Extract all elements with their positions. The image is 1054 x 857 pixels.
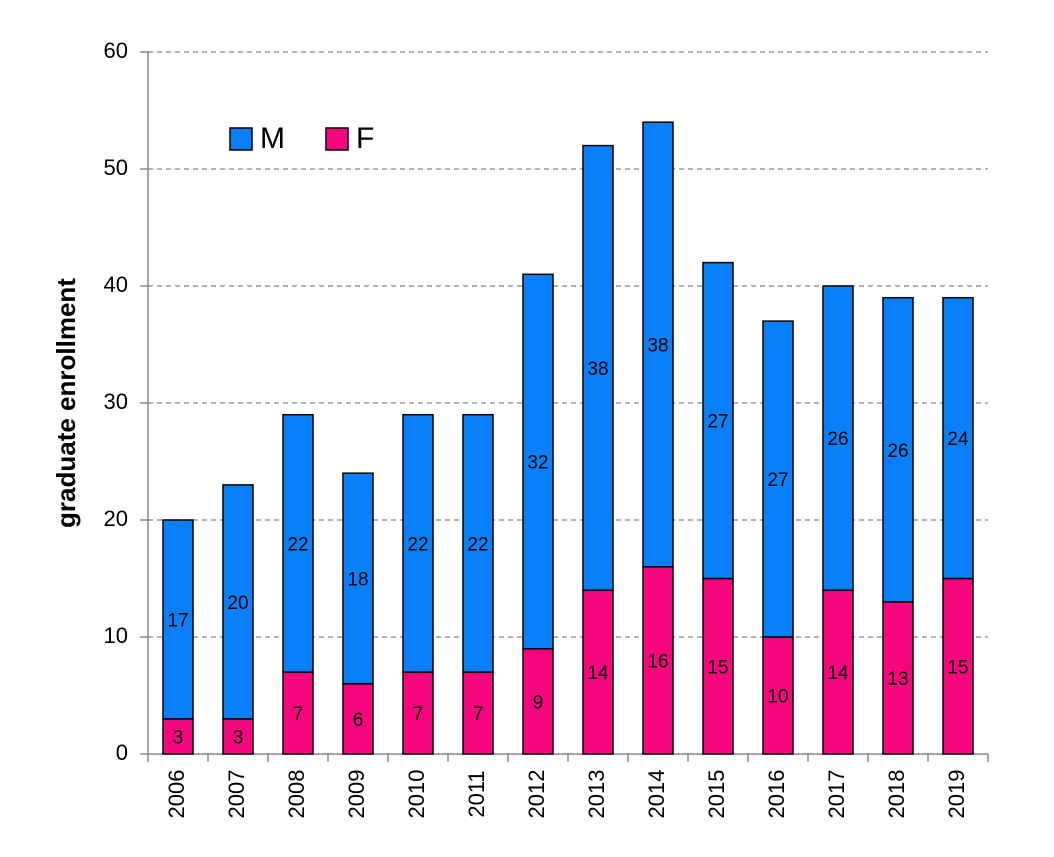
bar-segment	[402, 413, 434, 673]
y-tick-label: 30	[104, 389, 128, 414]
x-tick-label: 2015	[704, 770, 729, 819]
x-tick-label: 2013	[584, 770, 609, 819]
x-tick-label: 2012	[524, 770, 549, 819]
bar-segment	[642, 566, 674, 755]
bar-segment	[702, 261, 734, 580]
bar-segment	[222, 484, 254, 720]
data-label: 9	[533, 692, 544, 713]
data-label: 6	[353, 710, 364, 731]
y-tick-label: 60	[104, 38, 128, 63]
data-label: 7	[413, 704, 424, 725]
data-label: 17	[167, 610, 188, 631]
x-tick-label: 2016	[764, 770, 789, 819]
bar-segment	[942, 296, 974, 580]
legend-swatch	[229, 127, 253, 151]
data-label: 27	[707, 412, 728, 433]
data-label: 32	[527, 453, 548, 474]
bar-segment	[762, 636, 794, 755]
data-label: 20	[227, 593, 248, 614]
x-tick-label: 2009	[344, 770, 369, 819]
legend-label: F	[356, 122, 374, 155]
bar-segment	[822, 285, 854, 591]
y-tick-label: 10	[104, 623, 128, 648]
data-label: 26	[887, 441, 908, 462]
data-label: 3	[173, 727, 184, 748]
data-label: 38	[587, 359, 608, 380]
data-label: 14	[827, 663, 849, 684]
data-label: 15	[707, 657, 728, 678]
bar-segment	[402, 671, 434, 755]
data-label: 10	[767, 687, 788, 708]
data-label: 18	[347, 570, 368, 591]
data-label: 22	[407, 534, 428, 555]
bar-segment	[462, 413, 494, 673]
data-label: 14	[587, 663, 609, 684]
legend-label: M	[260, 122, 285, 155]
data-label: 15	[947, 657, 968, 678]
bar-segment	[162, 519, 194, 720]
data-label: 7	[473, 704, 484, 725]
data-label: 22	[287, 534, 308, 555]
y-axis-label: graduate enrollment	[51, 278, 81, 528]
x-tick-label: 2017	[824, 770, 849, 819]
x-tick-label: 2014	[644, 770, 669, 819]
bar-segment	[162, 718, 194, 755]
bar-segment	[882, 296, 914, 603]
bar-segment	[222, 718, 254, 755]
bar-segment	[522, 273, 554, 650]
bar-segment	[822, 589, 854, 755]
x-tick-label: 2006	[164, 770, 189, 819]
legend-swatch	[325, 127, 349, 151]
x-tick-label: 2018	[884, 770, 909, 819]
bar-segment	[282, 671, 314, 755]
bar-segment	[522, 647, 554, 755]
y-tick-label: 50	[104, 155, 128, 180]
x-tick-label: 2011	[464, 770, 489, 817]
data-label: 13	[887, 669, 908, 690]
data-label: 27	[767, 470, 788, 491]
data-label: 38	[647, 336, 668, 357]
y-tick-label: 0	[116, 740, 128, 765]
bar-segment	[282, 413, 314, 673]
data-label: 7	[293, 704, 304, 725]
bar-segment	[342, 472, 374, 685]
data-label: 24	[947, 429, 969, 450]
x-tick-label: 2019	[944, 770, 969, 819]
x-tick-label: 2008	[284, 770, 309, 819]
data-label: 26	[827, 429, 848, 450]
y-tick-label: 20	[104, 506, 128, 531]
bar-segment	[582, 144, 614, 591]
x-tick-label: 2007	[224, 770, 249, 819]
bar-segment	[762, 320, 794, 638]
bar-segment	[342, 683, 374, 755]
x-tick-label: 2010	[404, 770, 429, 819]
data-label: 22	[467, 534, 488, 555]
y-tick-label: 40	[104, 272, 128, 297]
bar-segment	[702, 577, 734, 755]
bar-segment	[462, 671, 494, 755]
data-label: 3	[233, 727, 244, 748]
bar-segment	[642, 121, 674, 568]
data-label: 16	[647, 651, 668, 672]
